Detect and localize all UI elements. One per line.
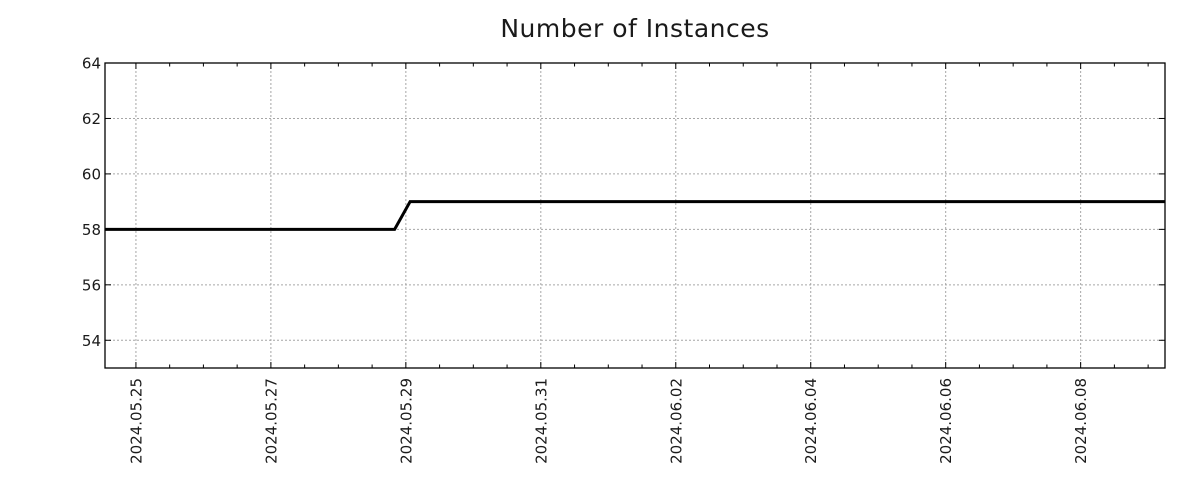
y-tick-labels: 54 56 58 60 62 64 bbox=[82, 55, 101, 350]
x-tick-labels: 2024.05.25 2024.05.27 2024.05.29 2024.05.31… bbox=[127, 378, 1090, 464]
y-tick-label: 64 bbox=[82, 55, 101, 73]
y-tick-label: 62 bbox=[82, 110, 101, 128]
plot-border bbox=[104, 62, 1166, 369]
axis-ticks bbox=[105, 62, 1165, 368]
x-tick-label: 2024.05.27 bbox=[262, 378, 280, 464]
x-tick-label: 2024.06.06 bbox=[937, 378, 955, 464]
x-tick-label: 2024.05.25 bbox=[127, 378, 145, 464]
y-tick-label: 60 bbox=[82, 165, 101, 183]
chart-title: Number of Instances bbox=[500, 14, 770, 43]
data-series bbox=[105, 200, 1165, 231]
y-tick-label: 58 bbox=[82, 221, 101, 239]
series-line bbox=[105, 200, 1165, 231]
y-tick-label: 56 bbox=[82, 276, 101, 294]
x-tick-label: 2024.06.08 bbox=[1072, 378, 1090, 464]
gridlines bbox=[105, 63, 1165, 368]
x-tick-label: 2024.05.29 bbox=[397, 378, 415, 464]
x-tick-label: 2024.06.04 bbox=[802, 378, 820, 464]
x-tick-label: 2024.05.31 bbox=[532, 378, 550, 464]
y-tick-label: 54 bbox=[82, 332, 101, 350]
x-tick-label: 2024.06.02 bbox=[667, 378, 685, 464]
